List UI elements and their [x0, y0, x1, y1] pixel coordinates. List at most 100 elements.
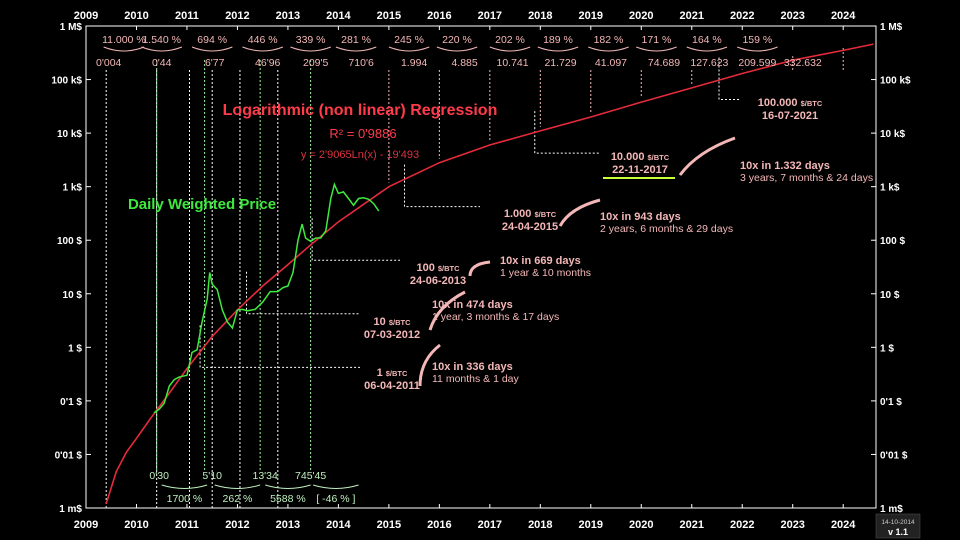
y-tick-label-right: 0'1 $ — [880, 397, 902, 408]
top-arrow — [290, 46, 332, 52]
top-percent-label: 202 % — [495, 34, 525, 46]
x-tick-label-top: 2023 — [780, 10, 804, 22]
chart-title: Logarithmic (non linear) Regression — [223, 102, 498, 119]
top-price-label: 127.623 — [690, 57, 728, 69]
x-tick-label-top: 2020 — [629, 10, 653, 22]
r-squared-label: R² = 0'9886 — [329, 126, 396, 141]
milestone-price: 100 $/BTC — [416, 262, 460, 274]
y-tick-label-left: 0'1 $ — [60, 397, 82, 408]
bottom-percent-label: 5588 % — [270, 493, 306, 505]
top-percent-label: 245 % — [394, 34, 424, 46]
y-tick-label-right: 1 m$ — [880, 504, 903, 515]
x-tick-label-top: 2013 — [276, 10, 300, 22]
annotations: 11.000 %1.540 % 694 % 446 % 339 % 281 % 245 %… — [96, 34, 873, 505]
tenx-subtitle: 3 years, 7 months & 24 days — [740, 172, 873, 184]
x-tick-label-bottom: 2017 — [478, 519, 502, 531]
milestone-date: 24-06-2013 — [410, 275, 466, 287]
milestone-unit: $/BTC — [801, 99, 823, 108]
tenx-subtitle: 11 months & 1 day — [432, 373, 520, 385]
top-price-label: 1.994 — [401, 57, 427, 69]
y-tick-label-left: 10 k$ — [57, 129, 82, 140]
x-tick-label-bottom: 2019 — [579, 519, 603, 531]
top-price-label: 41.097 — [595, 57, 627, 69]
milestone-price: 1 $/BTC — [377, 367, 408, 379]
growth-arrow — [678, 136, 736, 176]
top-price-label: 46'96 — [255, 57, 281, 69]
milestone-price: 100.000 $/BTC — [758, 97, 823, 109]
x-tick-label-top: 2021 — [680, 10, 704, 22]
x-axis-top: 2009 2010 2011 2012 2013 2014 2015 2016 2017 2018… — [74, 10, 856, 30]
top-percent-label: 446 % — [248, 34, 278, 46]
top-arrow — [242, 46, 284, 52]
x-tick-label-top: 2018 — [528, 10, 552, 22]
y-tick-label-right: 100 k$ — [880, 76, 911, 87]
milestone-unit: $/BTC — [386, 369, 408, 378]
tenx-title: 10x in 336 days — [432, 361, 513, 373]
tenx-subtitle: 1 year & 10 months — [500, 267, 591, 279]
x-tick-label-top: 2016 — [427, 10, 451, 22]
top-price-label: 209.599 — [738, 57, 776, 69]
milestone-price: 1.000 $/BTC — [504, 208, 557, 220]
top-percent-label: 220 % — [442, 34, 472, 46]
top-arrow — [103, 46, 145, 52]
regression-curve — [105, 43, 874, 505]
growth-arrow — [468, 260, 491, 277]
series-label: Daily Weighted Price — [128, 196, 276, 213]
growth-arrow — [428, 290, 466, 331]
tenx-title: 10x in 943 days — [600, 211, 681, 223]
top-arrow — [388, 46, 430, 52]
corner-date: 14-10-2014 — [881, 519, 915, 526]
top-percent-label: 11.000 % — [102, 34, 146, 46]
y-axis-right: 1 M$ 100 k$ 10 k$ 1 k$ 100 $ 10 $ 1 $ 0'1 $ 0'01… — [871, 22, 911, 515]
top-percent-label: 182 % — [594, 34, 624, 46]
bottom-price-label: 5'10 — [202, 470, 222, 482]
x-tick-label-bottom: 2024 — [831, 519, 856, 531]
tenx-subtitle: 1 year, 3 months & 17 days — [432, 311, 559, 323]
top-percent-label: 694 % — [197, 34, 227, 46]
x-tick-label-bottom: 2023 — [780, 519, 804, 531]
top-percent-label: 159 % — [742, 34, 772, 46]
top-price-label: 10.741 — [496, 57, 528, 69]
milestone-date: 24-04-2015 — [502, 221, 558, 233]
y-tick-label-right: 0'01 $ — [880, 450, 908, 461]
y-tick-label-left: 1 M$ — [60, 22, 83, 33]
bottom-percent-label: 262 % — [223, 493, 253, 505]
milestone-unit: $/BTC — [438, 264, 460, 273]
milestone-price: 10 $/BTC — [374, 316, 412, 328]
milestone-guide — [718, 57, 740, 101]
y-tick-label-right: 100 $ — [880, 236, 905, 247]
x-tick-label-top: 2019 — [579, 10, 603, 22]
top-price-label: 710'6 — [348, 57, 374, 69]
y-tick-label-left: 100 k$ — [51, 76, 82, 87]
bottom-arrow — [214, 484, 261, 489]
bottom-arrow — [265, 484, 311, 489]
tenx-title: 10x in 474 days — [432, 299, 513, 311]
top-price-label: 4.885 — [451, 57, 477, 69]
price-series — [153, 182, 380, 414]
top-percent-label: 339 % — [296, 34, 326, 46]
x-tick-label-top: 2010 — [124, 10, 148, 22]
x-tick-label-bottom: 2009 — [74, 519, 98, 531]
x-axis-bottom: 2009 2010 2011 2012 2013 2014 2015 2016 2017 2018… — [74, 504, 856, 531]
price-line — [153, 182, 380, 414]
bottom-price-label: 0'30 — [149, 470, 169, 482]
y-tick-label-left: 0'01 $ — [55, 450, 83, 461]
tenx-title: 10x in 1.332 days — [740, 160, 830, 172]
bottom-price-label: 745'45 — [295, 470, 326, 482]
bottom-price-label: 13'34 — [253, 470, 279, 482]
top-arrow — [191, 46, 233, 52]
x-tick-label-bottom: 2011 — [175, 519, 199, 531]
y-tick-label-left: 10 $ — [63, 290, 83, 301]
tenx-title: 10x in 669 days — [500, 255, 581, 267]
x-tick-label-top: 2012 — [225, 10, 249, 22]
plot-border — [85, 25, 877, 509]
x-tick-label-top: 2015 — [377, 10, 401, 22]
top-price-label: 6'77 — [205, 57, 225, 69]
y-tick-label-left: 1 m$ — [59, 504, 82, 515]
x-tick-label-top: 2014 — [326, 10, 351, 22]
top-arrow — [335, 46, 377, 52]
milestone-price: 10.000 $/BTC — [611, 151, 670, 163]
top-arrow — [736, 46, 778, 52]
top-price-label: 74.689 — [648, 57, 680, 69]
x-tick-label-bottom: 2016 — [427, 519, 451, 531]
